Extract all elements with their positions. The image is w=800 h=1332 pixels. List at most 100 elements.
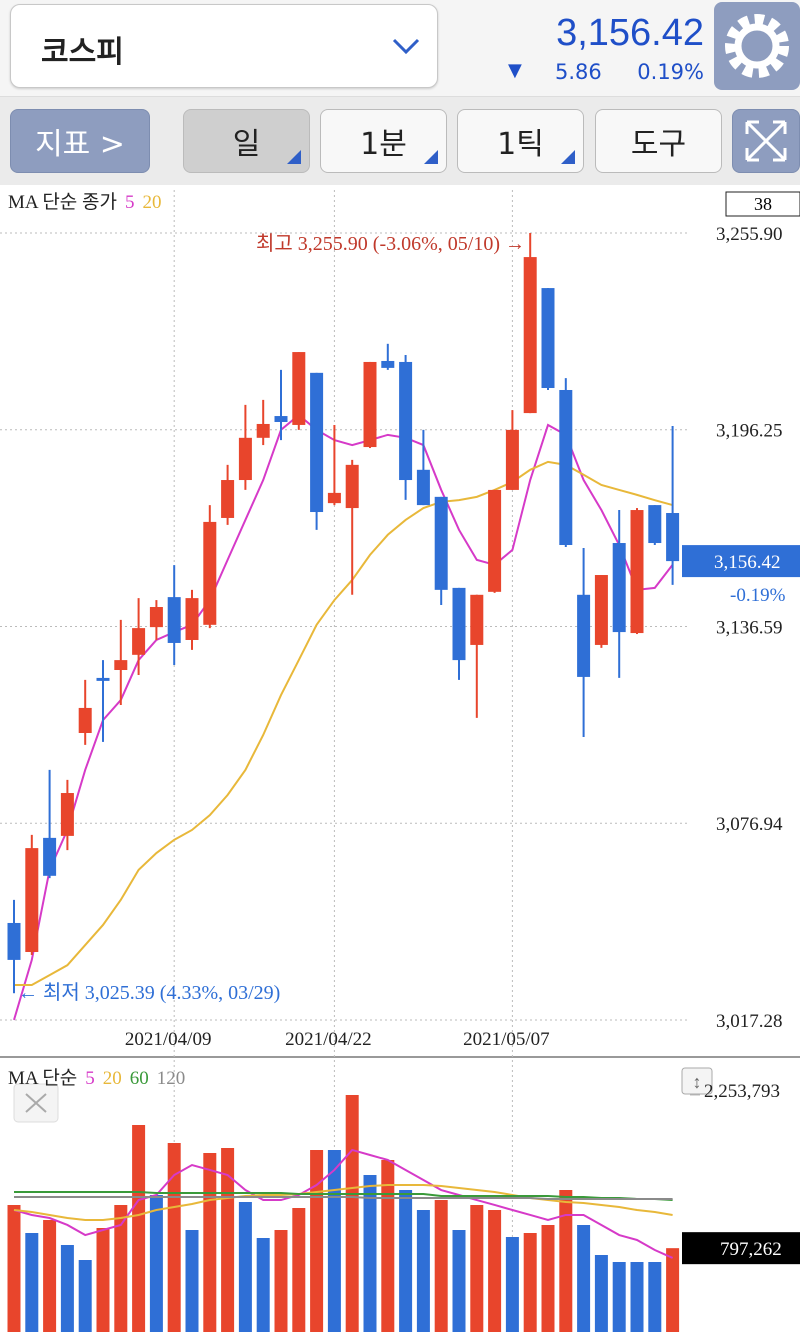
legend-title: MA 단순 bbox=[8, 1067, 77, 1089]
volume-bar bbox=[43, 1219, 57, 1332]
volume-bar bbox=[648, 1261, 662, 1332]
volume-bar bbox=[381, 1159, 395, 1332]
candle-body bbox=[7, 922, 21, 960]
minute-button[interactable]: 1분 bbox=[320, 109, 447, 173]
close-button[interactable] bbox=[13, 1083, 59, 1123]
current-price-box bbox=[682, 545, 800, 578]
volume-bar bbox=[203, 1152, 217, 1332]
chevron bbox=[392, 38, 420, 55]
volume-bar bbox=[78, 1259, 92, 1332]
candle-body bbox=[60, 793, 74, 836]
volume-bar bbox=[256, 1237, 270, 1332]
change-pct: 0.19% bbox=[637, 60, 704, 84]
expand-icon bbox=[745, 120, 787, 162]
candle-body bbox=[470, 594, 484, 645]
candle-body bbox=[345, 464, 359, 509]
scale-icon: ↕ bbox=[693, 1072, 702, 1092]
x-tick-label: 2021/05/07 bbox=[463, 1029, 550, 1050]
current-change: -0.19% bbox=[730, 585, 786, 606]
candle-body bbox=[274, 416, 288, 422]
legend-entry: 20 bbox=[103, 1068, 122, 1089]
volume-bar bbox=[488, 1209, 502, 1332]
volume-bar bbox=[559, 1189, 573, 1332]
volume-bar bbox=[221, 1147, 235, 1332]
market-dropdown[interactable]: 코스피 bbox=[10, 4, 438, 88]
candle-body bbox=[310, 372, 324, 513]
toolbar: 지표 > 일 1분 1틱 도구 bbox=[0, 97, 800, 185]
gear-icon bbox=[725, 14, 789, 78]
candle-body bbox=[256, 423, 270, 438]
x-tick-label: 2021/04/09 bbox=[125, 1029, 212, 1050]
candle-body bbox=[381, 360, 395, 368]
candle-body bbox=[203, 521, 217, 625]
candle-body bbox=[666, 513, 680, 562]
legend-entry: 60 bbox=[130, 1068, 149, 1089]
candle-body bbox=[523, 257, 537, 414]
volume-bar bbox=[416, 1209, 430, 1332]
tools-button[interactable]: 도구 bbox=[595, 109, 722, 173]
candle-body bbox=[238, 437, 252, 481]
y-tick-label: 3,196.25 bbox=[716, 421, 783, 442]
volume-bar bbox=[274, 1229, 288, 1332]
indicator-button[interactable]: 지표 > bbox=[10, 109, 150, 173]
current-volume: 797,262 bbox=[720, 1239, 782, 1260]
legend-entry: 5 bbox=[85, 1068, 95, 1089]
volume-bar bbox=[167, 1142, 181, 1332]
volume-bar bbox=[434, 1199, 448, 1332]
volume-bar bbox=[630, 1261, 644, 1332]
x-tick-label: 2021/04/22 bbox=[285, 1029, 372, 1050]
volume-bar bbox=[114, 1204, 128, 1332]
volume-bar bbox=[541, 1224, 555, 1332]
volume-bar bbox=[594, 1254, 608, 1332]
candle-body bbox=[434, 496, 448, 590]
candle-body bbox=[630, 510, 644, 634]
volume-bar bbox=[577, 1224, 591, 1332]
period-button[interactable]: 일 bbox=[183, 109, 310, 173]
current-volume-box bbox=[682, 1232, 800, 1265]
candle-body bbox=[416, 469, 430, 506]
candle-body bbox=[96, 677, 110, 681]
y-tick-label: 2,253,793 bbox=[704, 1081, 780, 1102]
candle-body bbox=[399, 361, 413, 481]
expand-button[interactable] bbox=[732, 109, 800, 173]
ma-line bbox=[14, 460, 673, 986]
y-tick-label: 3,076.94 bbox=[716, 814, 783, 835]
volume-bar bbox=[345, 1095, 359, 1332]
scale-button[interactable] bbox=[681, 1067, 713, 1095]
badge: 38 bbox=[754, 194, 772, 214]
volume-bar bbox=[7, 1204, 21, 1332]
volume-bar bbox=[60, 1244, 74, 1332]
candle-body bbox=[541, 288, 555, 389]
annotation-low: ← 최저 3,025.39 (4.33%, 03/29) bbox=[18, 981, 280, 1004]
volume-ma-line bbox=[14, 1191, 673, 1202]
change: 5.86 bbox=[555, 60, 602, 84]
candle-body bbox=[594, 575, 608, 645]
volume-bar bbox=[523, 1232, 537, 1332]
volume-bar bbox=[292, 1207, 306, 1332]
settings-button[interactable] bbox=[714, 2, 800, 90]
candle-body bbox=[292, 352, 306, 425]
tick-button[interactable]: 1틱 bbox=[457, 109, 584, 173]
volume-bar bbox=[363, 1174, 377, 1332]
button-label: 1분 bbox=[360, 127, 407, 162]
ma-line bbox=[13, 413, 674, 1021]
button-label: 일 bbox=[232, 127, 261, 162]
candle-body bbox=[327, 492, 341, 504]
down-arrow: ▼ bbox=[508, 60, 522, 81]
volume-bar bbox=[185, 1229, 199, 1332]
candle-body bbox=[488, 489, 502, 592]
legend-title: MA 단순 종가 bbox=[8, 191, 117, 213]
candle-body bbox=[559, 389, 573, 546]
price: 3,156.42 bbox=[556, 12, 704, 54]
volume-bar bbox=[505, 1236, 519, 1332]
market-name: 코스피 bbox=[41, 35, 124, 70]
volume-ma-line bbox=[13, 1148, 674, 1259]
y-tick-label: 3,255.90 bbox=[716, 224, 783, 245]
volume-ma-line bbox=[14, 1195, 673, 1200]
candle-body bbox=[149, 607, 163, 628]
y-tick-label: 3,017.28 bbox=[716, 1011, 783, 1032]
candle-body bbox=[114, 660, 128, 671]
volume-bar bbox=[612, 1261, 626, 1332]
volume-bar bbox=[25, 1232, 39, 1332]
